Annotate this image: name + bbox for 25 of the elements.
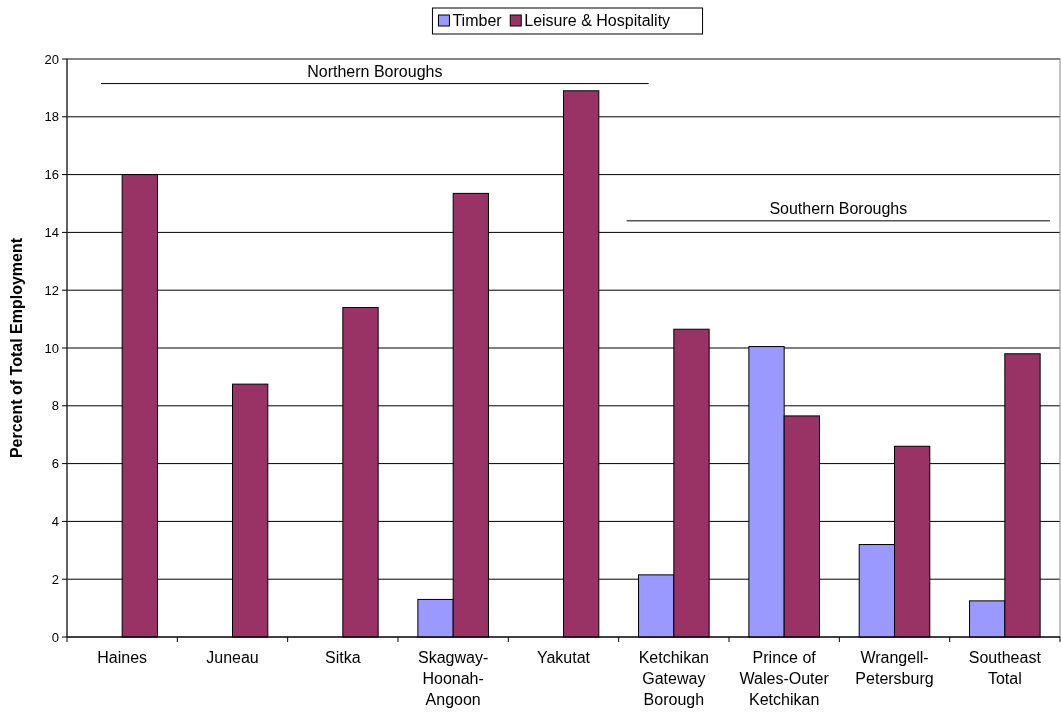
x-tick-label: Prince of Wales-Outer Ketchikan <box>739 649 830 708</box>
x-tick-label: Southeast Total <box>968 649 1042 687</box>
y-tick-label: 6 <box>51 456 59 472</box>
x-tick-label: Sitka <box>325 649 361 666</box>
y-tick-label: 12 <box>44 282 59 298</box>
ref-line-label: Southern Boroughs <box>769 199 908 217</box>
ref-line-label: Northern Boroughs <box>307 62 443 80</box>
x-tick-label: Wrangell-Petersburg <box>855 649 934 687</box>
y-tick-label: 0 <box>51 629 59 645</box>
y-tick-label: 18 <box>44 109 59 125</box>
y-tick-label: 2 <box>51 571 59 587</box>
legend-label: Timber <box>452 12 503 29</box>
y-tick-label: 16 <box>44 167 59 183</box>
y-tick-label: 8 <box>51 398 59 414</box>
legend-label: Leisure & Hospitality <box>524 12 671 29</box>
y-tick-label: 20 <box>44 51 59 67</box>
x-tick-label: Yakutat <box>536 649 591 666</box>
y-tick-label: 10 <box>44 340 59 356</box>
x-tick-label: Juneau <box>206 649 259 666</box>
y-tick-label: 14 <box>44 224 59 240</box>
x-tick-label: Haines <box>97 649 148 666</box>
y-tick-label: 4 <box>51 513 59 529</box>
x-tick-label: Ketchikan Gateway Borough <box>638 649 709 708</box>
x-tick-label: Skagway-Hoonah-Angoon <box>418 649 489 708</box>
y-axis-title: Percent of Total Employment <box>8 237 25 459</box>
